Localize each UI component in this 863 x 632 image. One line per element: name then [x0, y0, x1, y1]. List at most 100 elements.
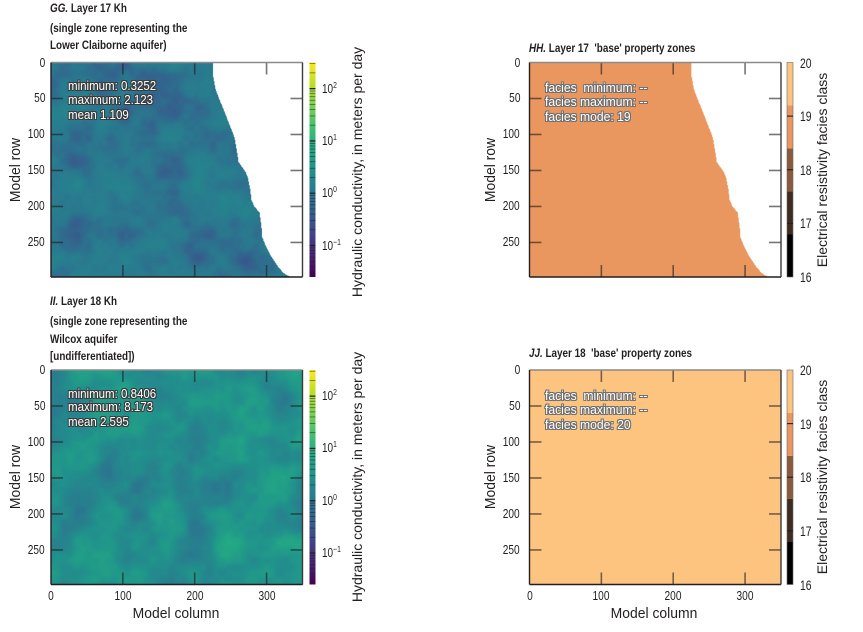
colorbar-tick-label: 10−1: [321, 544, 341, 560]
colorbar-tick-label: 17: [799, 522, 812, 539]
colorbar-tick-exponent: 0: [332, 184, 337, 195]
colorbar-tick-exponent: 1: [332, 131, 337, 142]
colorbar-tick-label: 101: [321, 440, 337, 456]
panel-gg-subtitle-line: Lower Claiborne aquifer): [50, 40, 167, 52]
ytick-label: 0: [39, 54, 45, 70]
panel-ii-stat-minimum: minimum: 0.8406: [68, 386, 157, 401]
colorbar-tick-label: 16: [799, 576, 812, 593]
colorbar-class-swatch: [787, 370, 793, 413]
panel-hh-facies-maximum: facies maximum: --: [545, 95, 648, 109]
panel-hh-letter: HH.: [529, 43, 547, 55]
ytick-label: 50: [508, 397, 520, 413]
colorbar-tick-label: 18: [799, 469, 812, 486]
panel-gg-stat-mean: mean 1.109: [68, 107, 129, 122]
ytick-label: 150: [28, 469, 45, 485]
ytick-label: 50: [33, 90, 45, 106]
ytick-label: 250: [503, 541, 520, 557]
panel-gg-stat-maximum: maximum: 2.123: [68, 92, 154, 107]
ytick-label: 50: [508, 90, 520, 106]
panel-ii-subtitle-line: (single zone representing the: [50, 316, 188, 328]
xtick-label: 300: [736, 587, 754, 603]
ytick-label: 200: [28, 505, 45, 521]
colorbar-tick-base: 10: [321, 493, 333, 508]
ytick-label: 100: [28, 433, 45, 449]
xtick-label: 200: [186, 587, 204, 603]
colorbar-class-swatch: [787, 234, 793, 277]
xtick-label: 300: [258, 587, 276, 603]
xtick-label: 100: [592, 587, 610, 603]
panel-jj-facies-mode: facies mode: 20: [545, 418, 631, 432]
panel-jj-facies-maximum: facies maximum: --: [545, 403, 648, 417]
panel-ii-stat-mean: mean 2.595: [68, 415, 129, 429]
panel-ii-subtitle-line: Wilcox aquifer: [50, 334, 118, 346]
colorbar-tick-label: 19: [799, 415, 812, 432]
panel-hh-title-text: Layer 17 'base' property zones: [548, 43, 696, 55]
panel-gg-stat-minimum: minimum: 0.3252: [68, 79, 157, 93]
colorbar-tick-base: 10: [321, 186, 333, 201]
xtick-label: 200: [664, 587, 682, 603]
panel-hh-title: HH. Layer 17 'base' property zones: [529, 42, 695, 56]
panel-hh-facies-minimum: facies minimum: --: [545, 81, 648, 95]
panel-jj-title: JJ. Layer 18 'base' property zones: [529, 347, 692, 361]
facies-map-jj: [529, 370, 781, 585]
panel-ii-title-text: Layer 18 Kh: [61, 296, 118, 308]
ytick-label: 250: [503, 234, 520, 250]
panel-ii-xlabel: Model column: [132, 606, 220, 622]
panel-ii-subtitle-line: [undifferentiated]): [50, 351, 135, 363]
ytick-label: 100: [503, 126, 520, 142]
colorbar-tick-label: 100: [321, 491, 337, 508]
panel-jj-letter: JJ.: [529, 348, 543, 360]
ytick-label: 100: [28, 126, 45, 142]
ytick-label: 200: [503, 198, 520, 214]
colorbar-tick-base: 10: [321, 81, 333, 96]
ytick-label: 200: [503, 505, 520, 521]
colorbar-class-swatch: [787, 498, 793, 542]
panel-hh-facies-mode: facies mode: 19: [545, 110, 631, 124]
panel-jj-facies-minimum: facies minimum: --: [545, 389, 648, 403]
colorbar-class-swatch: [787, 105, 793, 149]
colorbar-tick-exponent: 0: [332, 491, 337, 502]
xtick-label: 100: [114, 587, 132, 603]
panel-gg-subtitle-line: (single zone representing the: [50, 23, 188, 35]
colorbar-tick-base: 10: [321, 441, 333, 456]
colorbar-tick-label: 102: [321, 388, 337, 404]
colorbar-tick-label: 18: [799, 161, 812, 178]
colorbar-class-swatch: [787, 541, 793, 585]
ytick-label: 150: [28, 162, 45, 178]
heatmap-gg: [51, 62, 303, 277]
colorbar-tick-label: 100: [321, 184, 337, 201]
panel-ii-stat-maximum: maximum: 8.173: [68, 400, 154, 414]
panel-ii-letter: II.: [50, 296, 59, 308]
colorbar-tick-label: 20: [799, 54, 812, 71]
panel-jj-xlabel: Model column: [610, 606, 698, 622]
ytick-label: 150: [503, 469, 520, 485]
panel-gg-letter: GG.: [50, 3, 69, 15]
xtick-label: 0: [48, 587, 54, 603]
panel-jj-title-text: Layer 18 'base' property zones: [545, 348, 693, 360]
colorbar-class-swatch: [787, 412, 793, 456]
ytick-label: 0: [514, 362, 520, 377]
ytick-label: 150: [503, 162, 520, 178]
colorbar-tick-exponent: 2: [332, 79, 337, 90]
colorbar-tick-label: 102: [321, 79, 337, 96]
colorbar-tick-base: 10: [321, 133, 333, 148]
colorbar-tick-base: 10: [321, 238, 333, 253]
colorbar-tick-base: 10: [321, 546, 333, 560]
ytick-label: 0: [39, 362, 45, 377]
facies-map-hh: [529, 62, 781, 277]
ytick-label: 250: [28, 234, 45, 250]
colorbar-tick-label: 16: [799, 269, 812, 285]
panel-gg-title-text: Layer 17 Kh: [70, 3, 127, 15]
ytick-label: 250: [28, 541, 45, 557]
ytick-label: 100: [503, 433, 520, 449]
colorbar-tick-exponent: −1: [332, 544, 341, 554]
panel-ii-title: II. Layer 18 Kh: [50, 295, 117, 309]
xtick-label: 0: [526, 587, 533, 603]
colorbar-tick-base: 10: [321, 389, 333, 404]
ytick-label: 50: [33, 397, 45, 413]
ytick-label: 200: [28, 198, 45, 214]
colorbar-tick-label: 10−1: [321, 237, 341, 253]
panel-gg-title: GG. Layer 17 Kh: [50, 2, 127, 16]
